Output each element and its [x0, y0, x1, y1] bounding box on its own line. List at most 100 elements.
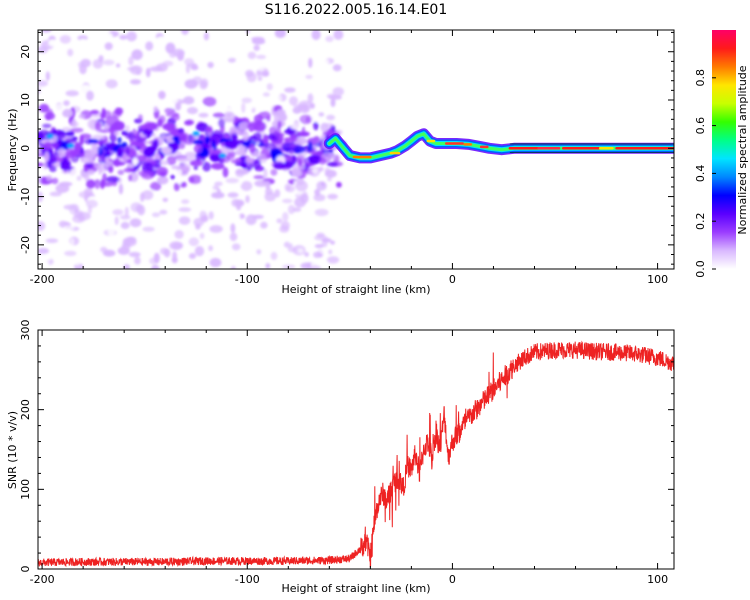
spectrogram-noise-blob [191, 63, 198, 70]
spectrogram-noise-blob [118, 183, 124, 195]
spectrogram-noise-blob [113, 130, 120, 136]
spectrogram-noise-blob [241, 102, 246, 114]
snr-frame [37, 329, 675, 570]
snr-y-tick-label: 0 [19, 566, 32, 573]
spectrogram-noise-blob [128, 174, 133, 182]
spectrogram-noise-blob [47, 153, 57, 165]
spectrogram-noise-blob [262, 92, 270, 97]
spectrogram-noise-blob [326, 114, 336, 121]
spectrogram-noise-blob [178, 207, 192, 212]
spectrogram-noise-blob [44, 151, 50, 162]
spectrogram-noise-blob [297, 105, 302, 112]
spectrogram-noise-blob [266, 115, 271, 122]
spectrogram-noise-blob [91, 134, 106, 141]
spectrogram-noise-blob [328, 95, 342, 100]
spectrogram-noise-blob [313, 121, 319, 131]
spectrogram-noise-blob [63, 225, 75, 232]
spectrogram-noise-blob [191, 159, 203, 167]
spectrogram-noise-blob [204, 136, 211, 145]
colorbar-tick-label: 0.0 [694, 260, 707, 278]
spectrogram-noise-blob [283, 64, 296, 69]
spectrogram-noise-blob [236, 203, 242, 211]
spectrogram-noise-blob [94, 122, 102, 131]
spectrogram-noise-blob [40, 30, 52, 33]
spectrogram-noise-blob [109, 123, 121, 131]
spectrogram-noise-blob [175, 101, 182, 111]
spectrogram-noise-blob [159, 209, 168, 215]
spectrogram-noise-blob [141, 190, 154, 200]
spectrogram-noise-blob [85, 101, 95, 108]
spectrogram-noise-blob [328, 249, 333, 255]
spectrogram-noise [38, 30, 347, 269]
spectrogram-noise-blob [58, 147, 66, 158]
spectrogram-noise-blob [202, 205, 211, 212]
spectrogram-noise-blob [121, 142, 128, 148]
spectrogram-noise-blob [167, 142, 179, 150]
spectrogram-noise-blob [257, 76, 263, 81]
spectrogram-noise-blob [262, 134, 269, 145]
spectrogram-noise-blob [231, 243, 241, 251]
spectrogram-y-tick-label: 20 [19, 45, 32, 59]
spectrogram-noise-blob [120, 221, 130, 230]
spectrogram-noise-blob [100, 246, 108, 253]
spectrogram-noise-blob [260, 221, 268, 229]
spectrogram-noise-blob [117, 169, 125, 176]
spectrogram-noise-blob [245, 30, 251, 34]
spectrogram-noise-blob [38, 103, 50, 113]
spectrogram-noise-blob [162, 135, 170, 140]
spectrogram-noise-blob [44, 112, 56, 121]
spectrogram-noise-blob [300, 262, 315, 269]
spectrogram-y-tick-label: -20 [19, 236, 32, 254]
spectrogram-noise-blob [308, 57, 313, 68]
spectrogram-noise-blob [101, 145, 115, 157]
spectrogram-noise-blob [62, 156, 68, 164]
spectrogram-frame [37, 29, 675, 270]
spectrogram-noise-blob [270, 251, 278, 261]
spectrogram-noise-blob [55, 103, 65, 113]
spectrogram-noise-blob [284, 146, 296, 154]
spectrogram-noise-blob [297, 248, 304, 254]
spectrogram-noise-blob [184, 151, 196, 158]
spectrogram-noise-blob [85, 149, 96, 160]
spectrogram-noise-blob [60, 71, 74, 76]
spectrogram-noise-blob [38, 129, 50, 137]
spectrogram-noise-blob [78, 191, 91, 199]
spectrogram-noise-blob [79, 134, 84, 146]
spectrogram-noise-blob [67, 48, 74, 57]
spectrogram-noise-blob [188, 253, 197, 259]
spectrogram-noise-blob [301, 126, 306, 138]
spectrogram-noise-blob [203, 32, 209, 41]
colorbar-tick-label: 0.4 [694, 165, 707, 183]
spectrogram-noise-blob [252, 214, 264, 219]
spectrogram-noise-blob [116, 63, 121, 68]
spectrogram-noise-blob [70, 127, 84, 133]
spectrogram-noise-blob [310, 265, 321, 269]
spectrogram-noise-blob [116, 148, 124, 158]
spectrogram-noise-blob [100, 32, 113, 39]
spectrogram-noise-blob [128, 251, 141, 258]
spectrogram-noise-blob [186, 107, 199, 115]
spectrogram-noise-blob [131, 49, 143, 60]
spectrogram-noise-blob [270, 168, 278, 176]
snr-background [38, 330, 674, 569]
spectrogram-noise-blob [276, 56, 284, 65]
spectrogram-noise-blob [87, 118, 98, 130]
spectrogram-noise-blob [297, 158, 303, 167]
spectrogram-noise-blob [212, 112, 225, 119]
spectrogram-noise-blob [307, 141, 313, 152]
spectrogram-noise-blob [267, 133, 276, 141]
spectrogram-noise-blob [159, 171, 167, 178]
spectrogram-noise-blob [45, 71, 50, 81]
spectrogram-noise-blob [142, 226, 155, 232]
spectrogram-noise-blob [284, 171, 290, 178]
spectrogram-noise-blob [277, 112, 288, 122]
spectrogram-noise-blob [212, 185, 219, 191]
spectrogram-noise-blob [163, 248, 171, 258]
spectrogram-noise-blob [65, 131, 75, 137]
spectrogram-x-tick-label: -100 [235, 273, 260, 286]
spectrogram-noise-blob [177, 51, 184, 61]
spectrogram-noise-blob [271, 111, 280, 116]
spectrogram-noise-blob [228, 57, 236, 63]
colorbar-label: Normalized spectral amplitude [736, 65, 749, 234]
spectrogram-noise-blob [274, 30, 286, 39]
